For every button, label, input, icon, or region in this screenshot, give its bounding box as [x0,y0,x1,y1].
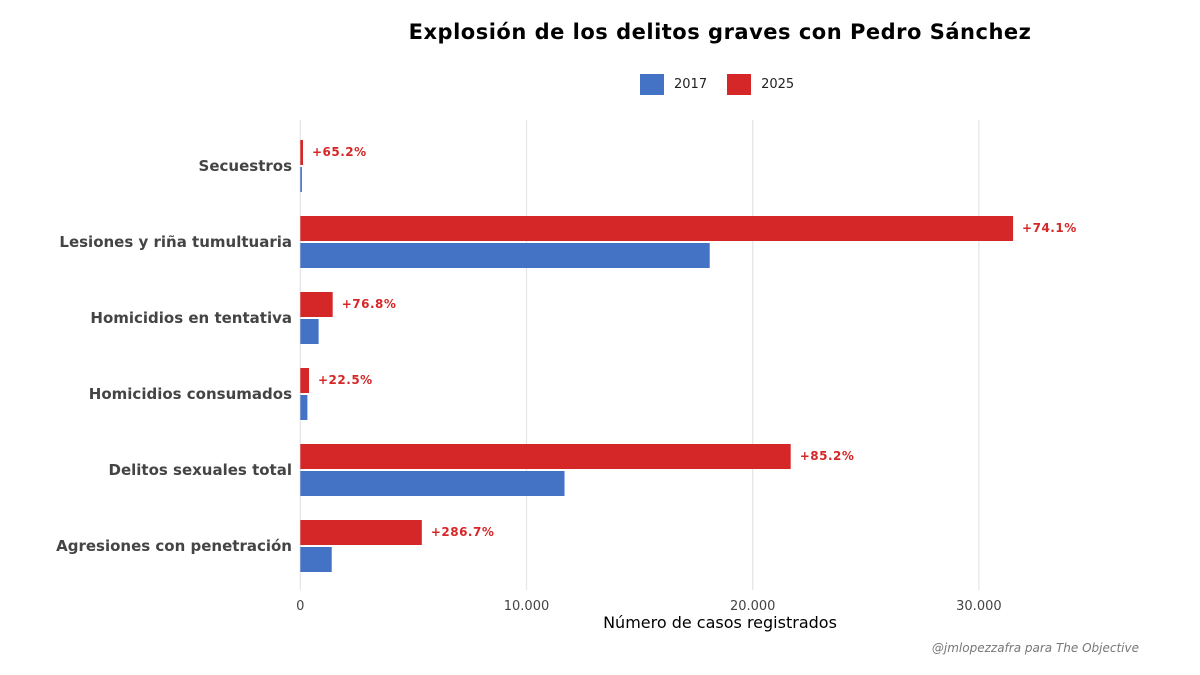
legend-label: 2025 [761,77,795,92]
y-tick-label: Agresiones con penetración [56,537,292,555]
change-label: +76.8% [342,297,397,311]
y-tick-label: Secuestros [199,157,293,175]
legend-swatch [727,74,752,95]
legend-item-2017: 2017 [640,74,707,95]
x-tick-label: 20.000 [730,599,776,614]
bar-2017 [300,243,710,268]
legend-swatch [640,74,664,95]
bar-2025 [300,368,310,393]
y-tick-label: Homicidios consumados [89,385,292,403]
y-tick-label: Lesiones y riña tumultuaria [59,233,292,251]
bar-2025 [300,444,791,469]
bar-2025 [300,140,303,165]
bar-2025 [300,292,333,317]
x-tick-label: 0 [296,599,304,614]
legend-label: 2017 [674,77,708,92]
credit-text: @jmlopezzafra para The Objective [931,641,1139,655]
y-tick-label: Delitos sexuales total [109,461,293,479]
bar-2017 [300,547,332,572]
change-label: +286.7% [431,525,495,539]
change-label: +74.1% [1022,221,1077,235]
chart-title: Explosión de los delitos graves con Pedr… [408,20,1032,44]
y-tick-label: Homicidios en tentativa [90,309,292,327]
x-tick-label: 30.000 [956,599,1002,614]
change-label: +65.2% [312,145,367,159]
bar-2017 [300,395,308,420]
x-axis-label: Número de casos registrados [603,613,837,632]
bar-2025 [300,216,1014,241]
bar-2017 [300,167,302,192]
bar-2017 [300,319,319,344]
change-label: +22.5% [318,373,373,387]
legend: 2017 2025 [640,74,814,95]
change-label: +85.2% [800,449,855,463]
bar-2025 [300,520,422,545]
x-tick-label: 10.000 [504,599,550,614]
legend-item-2025: 2025 [727,74,794,95]
bar-2017 [300,471,565,496]
